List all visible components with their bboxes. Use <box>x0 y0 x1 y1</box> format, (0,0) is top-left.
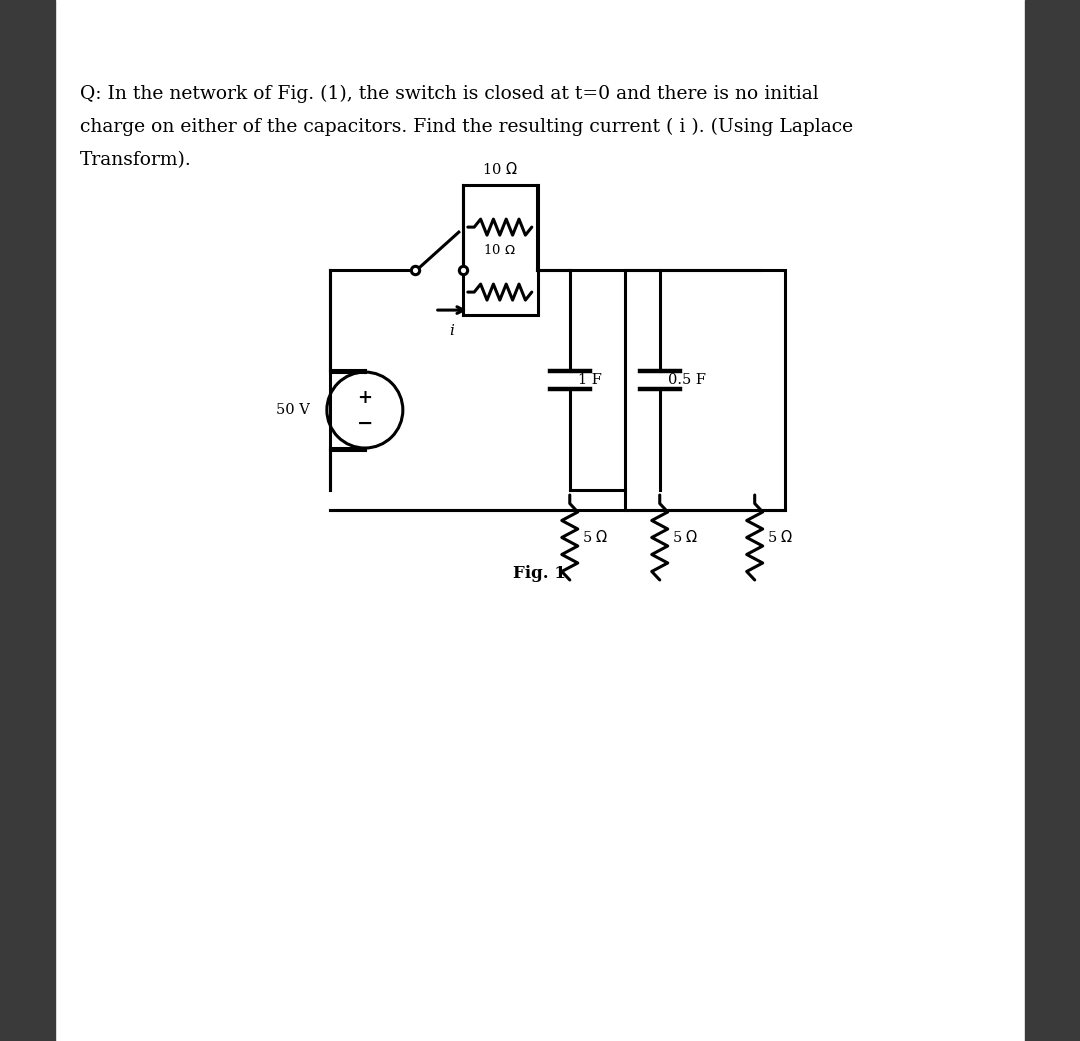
Bar <box>463 185 538 315</box>
Text: +: + <box>357 389 373 407</box>
Text: 5 $\Omega$: 5 $\Omega$ <box>767 529 793 545</box>
Bar <box>624 270 785 510</box>
Text: Transform).: Transform). <box>80 151 192 169</box>
Text: −: − <box>356 415 373 433</box>
Text: Fig. 1: Fig. 1 <box>513 565 566 582</box>
Text: charge on either of the capacitors. Find the resulting current ( i ). (Using Lap: charge on either of the capacitors. Find… <box>80 119 853 136</box>
Text: 1 F: 1 F <box>578 373 602 387</box>
Text: 10 $\Omega$: 10 $\Omega$ <box>484 244 516 257</box>
Bar <box>1025 0 1080 1041</box>
Text: 10 $\Omega$: 10 $\Omega$ <box>482 161 517 177</box>
Text: 5 $\Omega$: 5 $\Omega$ <box>672 529 698 545</box>
Text: 5 $\Omega$: 5 $\Omega$ <box>582 529 608 545</box>
Bar <box>0 0 55 1041</box>
Text: 0.5 F: 0.5 F <box>667 373 705 387</box>
Text: 50 V: 50 V <box>276 403 310 417</box>
Text: Q: In the network of Fig. (1), the switch is closed at t=0 and there is no initi: Q: In the network of Fig. (1), the switc… <box>80 85 819 103</box>
Text: i: i <box>449 324 455 338</box>
